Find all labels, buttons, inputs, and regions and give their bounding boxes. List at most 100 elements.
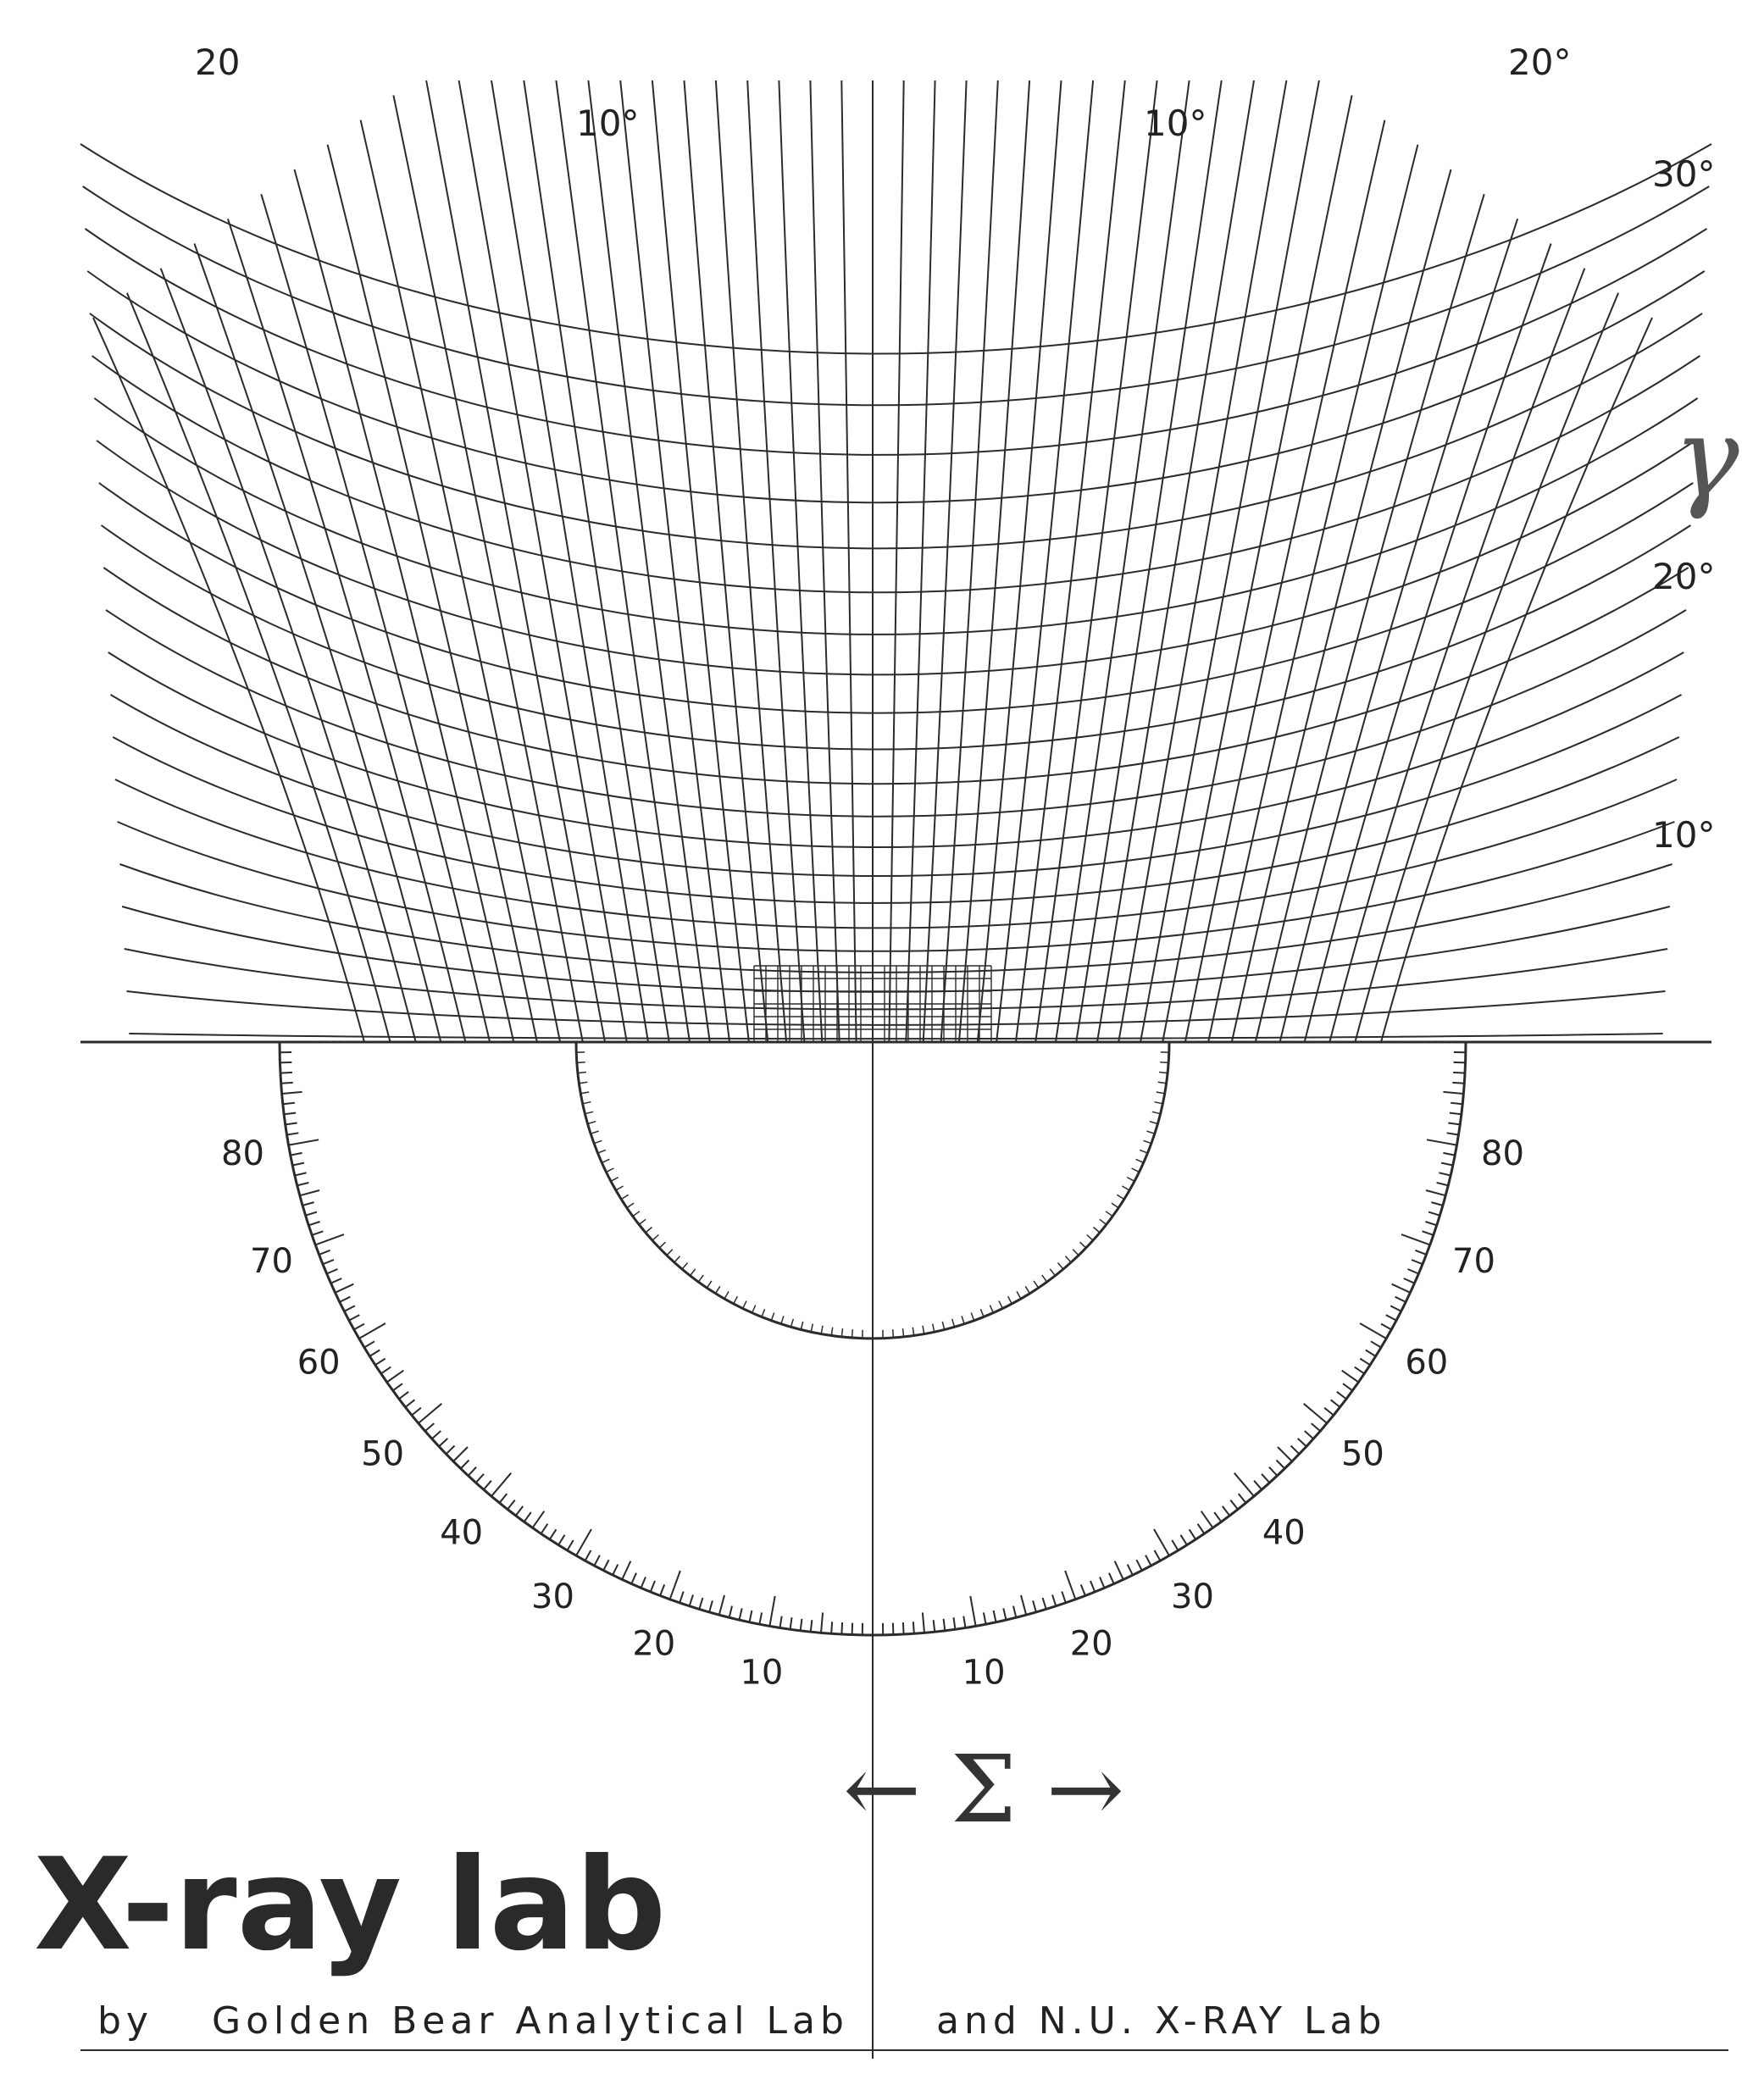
inner-tick (970, 1312, 975, 1322)
meridian-line (683, 80, 769, 1043)
protractor-tick (305, 1211, 318, 1217)
protractor-tick (1365, 1349, 1377, 1357)
latitude-curve (117, 821, 1675, 952)
protractor-tick (294, 1172, 307, 1177)
meridian-line (1303, 243, 1552, 1043)
latitude-curve (82, 186, 1710, 407)
inner-tick (998, 1300, 1004, 1309)
inner-tick (585, 1111, 594, 1115)
protractor-tick (348, 1314, 360, 1322)
protractor-tick (358, 1322, 386, 1339)
credit-by: by (97, 1999, 153, 2043)
protractor-tick (1277, 1446, 1293, 1462)
latitude-curve (98, 482, 1694, 714)
epsilon-arrow-label: ← Σ → (843, 1735, 1124, 1843)
protractor-tick (330, 1278, 342, 1284)
protractor-tick (621, 1561, 632, 1580)
protractor-tick (1020, 1594, 1028, 1616)
meridian-line (92, 317, 365, 1043)
inner-tick (780, 1316, 785, 1325)
protractor-tick (1395, 1295, 1406, 1303)
protractor-tick (1453, 1061, 1466, 1064)
inner-tick (1033, 1280, 1040, 1289)
protractor-tick (820, 1612, 824, 1633)
protractor-label: 70 (1452, 1242, 1495, 1281)
protractor-tick (901, 1622, 905, 1635)
inner-tick (1116, 1194, 1125, 1200)
meridian-line (458, 80, 628, 1043)
meridian-line (193, 243, 442, 1043)
latitude-curve (96, 440, 1696, 676)
inner-tick (1111, 1202, 1119, 1209)
protractor-tick (374, 1357, 386, 1367)
inner-tick (961, 1316, 965, 1325)
protractor-tick (1440, 1161, 1453, 1167)
inner-tick (1143, 1139, 1152, 1145)
inner-tick (674, 1256, 681, 1263)
protractor-tick (1253, 1480, 1262, 1490)
protractor-tick (431, 1430, 441, 1440)
protractor-tick (280, 1081, 293, 1084)
protractor-tick (1200, 1511, 1214, 1528)
protractor-tick (1153, 1528, 1170, 1556)
inner-tick (979, 1308, 985, 1317)
protractor-label: 60 (297, 1344, 341, 1383)
protractor-tick (1452, 1081, 1465, 1084)
protractor-tick (424, 1422, 435, 1432)
protractor-tick (299, 1189, 320, 1197)
inner-tick (590, 1130, 599, 1134)
protractor-tick (386, 1369, 404, 1383)
meridian-line (326, 144, 538, 1043)
protractor-tick (445, 1444, 456, 1455)
protractor-tick (1188, 1528, 1197, 1540)
protractor-tick (1297, 1438, 1307, 1448)
inner-tick (1016, 1291, 1022, 1300)
latitude-curve (119, 863, 1672, 973)
inner-tick (931, 1323, 935, 1333)
inner-tick (810, 1323, 814, 1333)
protractor-tick (1329, 1399, 1341, 1408)
inner-tick (1079, 1241, 1087, 1249)
inner-tick (922, 1325, 925, 1334)
meridian-line (1055, 80, 1190, 1043)
latitude-curve (84, 228, 1708, 456)
protractor-tick (851, 1622, 854, 1635)
protractor-tick (640, 1577, 646, 1588)
meridian-line (746, 80, 806, 1043)
protractor-tick (302, 1201, 314, 1206)
protractor-tick (507, 1499, 516, 1511)
grid-top-label-right-20: 20° (1508, 42, 1571, 83)
protractor-tick (1448, 1122, 1461, 1126)
protractor-tick (398, 1391, 409, 1400)
meridian-line (1354, 292, 1620, 1043)
protractor-tick (288, 1139, 319, 1146)
inner-tick (741, 1300, 747, 1309)
latitude-curve (86, 270, 1706, 504)
meridian-line (359, 119, 562, 1043)
protractor-tick (1234, 1472, 1255, 1497)
inner-tick (697, 1274, 704, 1283)
latitude-curve (121, 906, 1671, 993)
meridian-line (1207, 144, 1419, 1043)
protractor-tick (659, 1584, 666, 1596)
protractor-label: 20 (1070, 1625, 1113, 1664)
protractor-tick (1064, 1570, 1077, 1600)
protractor-scale: 80 70 60 50 40 30 20 10 10 20 30 40 50 60 70 80 (221, 1041, 1524, 1693)
protractor-label: 10 (962, 1654, 1006, 1693)
protractor-tick (282, 1101, 295, 1106)
meridian-line (888, 80, 905, 1043)
inner-tick (1146, 1130, 1156, 1134)
protractor-tick (1428, 1211, 1440, 1217)
inner-tick (820, 1325, 824, 1334)
protractor-tick (1153, 1550, 1162, 1561)
protractor-tick (758, 1612, 763, 1625)
protractor-tick (748, 1610, 753, 1622)
protractor-tick (474, 1473, 485, 1483)
protractor-label: 40 (1262, 1513, 1306, 1552)
meridian-line (425, 80, 606, 1043)
protractor-label: 10 (740, 1654, 783, 1693)
protractor-tick (292, 1161, 305, 1167)
meridian-line (619, 80, 731, 1043)
inner-tick (1157, 1081, 1167, 1084)
inner-tick (1041, 1274, 1048, 1283)
